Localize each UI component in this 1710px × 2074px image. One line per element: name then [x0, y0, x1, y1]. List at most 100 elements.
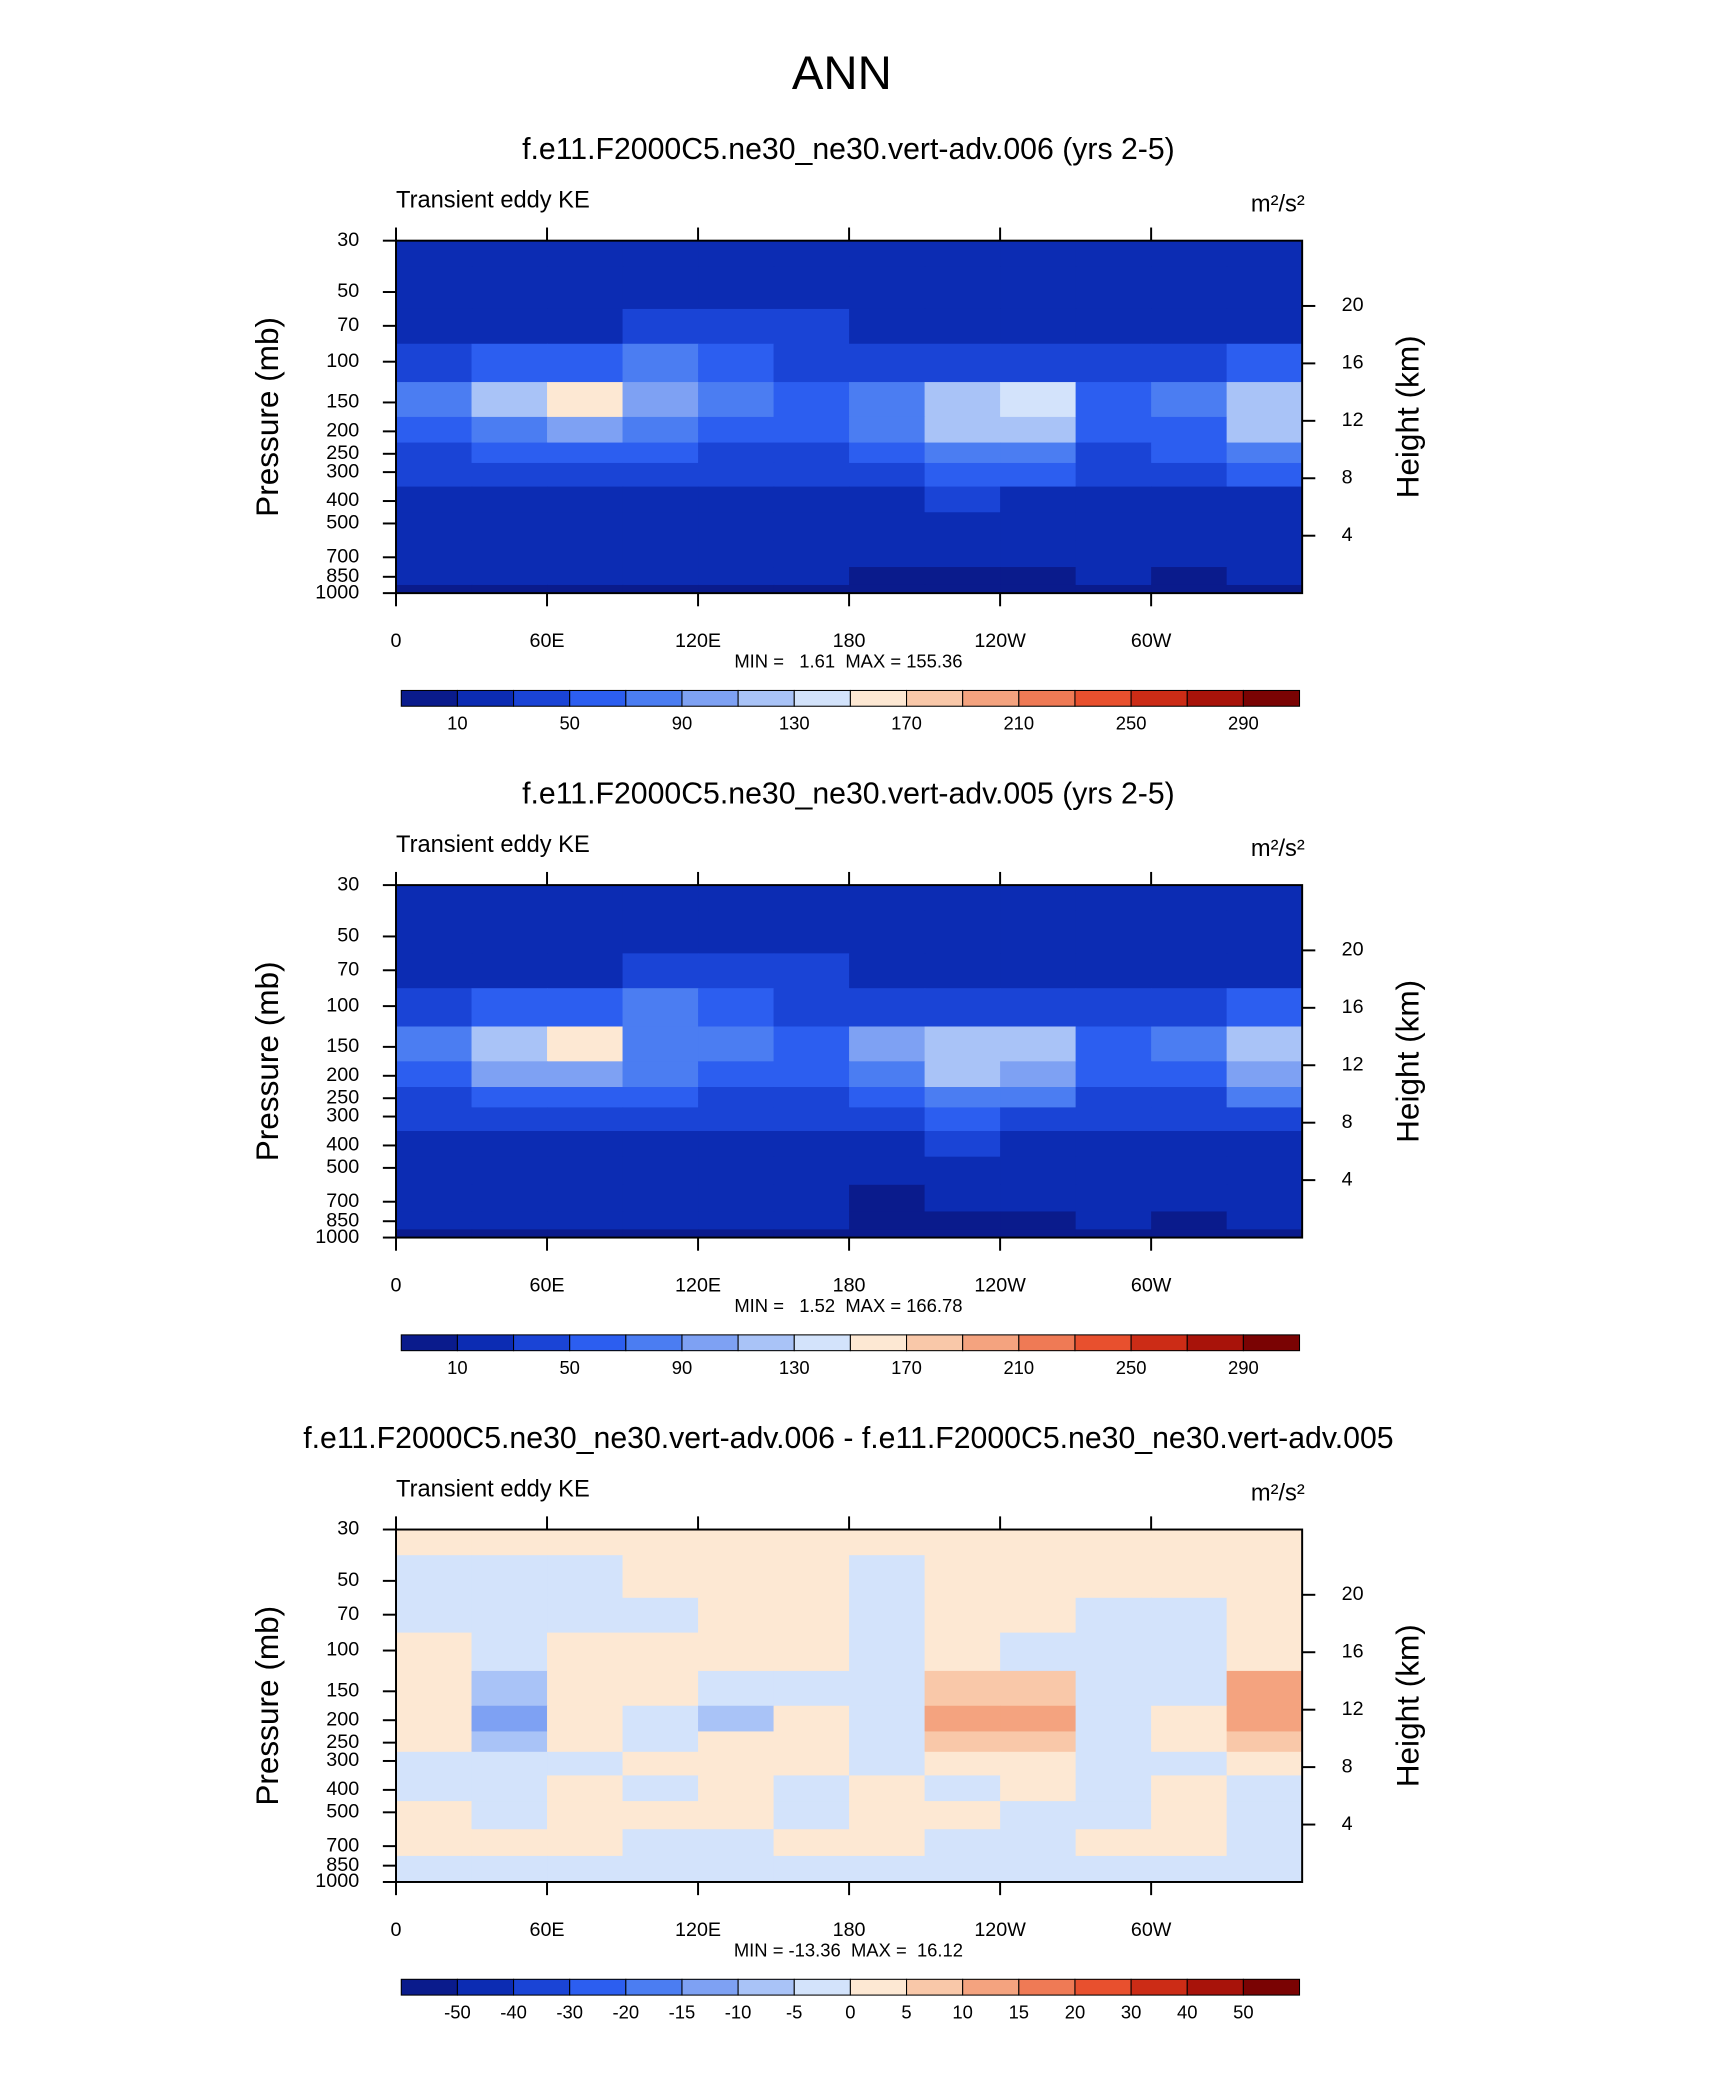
contour-cell: [471, 1184, 548, 1213]
contour-cell: [471, 953, 548, 989]
contour-cell: [1000, 512, 1077, 542]
contour-cell: [924, 1632, 1001, 1672]
contour-cell: [698, 382, 775, 418]
colorbar-box: [1242, 689, 1301, 707]
contour-cell: [924, 240, 1001, 268]
contour-cell: [698, 512, 775, 542]
contour-cell: [622, 567, 699, 586]
contour-cell: [471, 1731, 548, 1753]
contour-cell: [773, 1731, 850, 1753]
contour-cell: [698, 584, 775, 594]
contour-cell: [698, 1026, 775, 1062]
contour-cell: [471, 1087, 548, 1109]
contour-cell: [547, 343, 624, 383]
y-tick-label: 400: [326, 1778, 359, 1800]
contour-cell: [622, 1026, 699, 1062]
y-tick-label: 250: [326, 1086, 359, 1108]
contour-cell: [1226, 462, 1303, 488]
contour-cell: [1226, 1529, 1303, 1556]
contour-cell: [1151, 1801, 1228, 1830]
colorbar-box: [513, 1334, 571, 1352]
contour-cell: [547, 416, 624, 444]
contour-cell: [1226, 1801, 1303, 1830]
panel-subtitle: Transient eddy KE: [396, 1476, 590, 1502]
contour-cell: [849, 567, 926, 586]
colorbar-tick-label: 15: [1009, 2001, 1029, 2022]
x-tick-label: 0: [391, 1919, 402, 1941]
colorbar-box: [793, 1334, 851, 1352]
contour-cell: [773, 442, 850, 464]
colorbar-tick-label: 130: [779, 713, 810, 734]
contour-cell: [1000, 567, 1077, 586]
colorbar-box: [400, 689, 458, 707]
contour-cell: [849, 1087, 926, 1109]
contour-cell: [924, 486, 1001, 513]
colorbar-box: [1018, 1334, 1076, 1352]
panel-title: f.e11.F2000C5.ne30_ne30.vert-adv.005 (yr…: [522, 778, 1175, 811]
contour-cell: [1075, 953, 1152, 989]
contour-cell: [698, 910, 775, 955]
contour-cell: [1000, 1775, 1077, 1802]
contour-cell: [471, 1632, 548, 1672]
contour-cell: [1151, 266, 1228, 310]
contour-cell: [924, 988, 1001, 1028]
contour-cell: [1000, 1873, 1077, 1883]
contour-cell: [698, 1705, 775, 1733]
contour-cell: [1226, 584, 1303, 594]
colorbar-box: [456, 689, 515, 707]
contour-cell: [1226, 308, 1303, 345]
contour-cell: [1151, 1670, 1228, 1707]
contour-cell: [396, 988, 473, 1028]
contour-cell: [622, 1873, 699, 1883]
contour-cell: [849, 416, 926, 444]
colorbar-tick-label: 50: [559, 713, 579, 734]
y-tick-label: 100: [326, 350, 359, 372]
contour-cell: [773, 266, 850, 310]
y-tick-label: 70: [337, 958, 359, 980]
contour-cell: [773, 1211, 850, 1231]
contour-cell: [849, 512, 926, 542]
contour-cell: [1075, 1632, 1152, 1672]
contour-cell: [849, 1529, 926, 1556]
contour-cell: [547, 1873, 624, 1883]
contour-cell: [1151, 1131, 1228, 1158]
contour-cell: [773, 486, 850, 513]
contour-cell: [849, 584, 926, 594]
contour-cell: [547, 1555, 624, 1599]
y-tick-label: 700: [326, 1834, 359, 1856]
contour-cell: [849, 1731, 926, 1753]
contour-cell: [1075, 486, 1152, 513]
contour-cell: [622, 308, 699, 345]
contour-cell: [849, 1670, 926, 1707]
contour-cell: [849, 1211, 926, 1231]
contour-cell: [773, 567, 850, 586]
contour-cell: [1226, 512, 1303, 542]
colorbar-box: [1186, 1978, 1244, 1996]
y-tick-label: 300: [326, 1105, 359, 1127]
contour-cell: [1151, 416, 1228, 444]
contour-cell: [471, 1026, 548, 1062]
contour-cell: [1000, 1855, 1077, 1875]
contour-cell: [1000, 1529, 1077, 1556]
contour-cell: [1151, 442, 1228, 464]
y2-tick-label: 12: [1342, 409, 1364, 431]
contour-cell: [547, 1156, 624, 1186]
contour-cell: [698, 1751, 775, 1777]
contour-cell: [547, 486, 624, 513]
contour-cell: [698, 240, 775, 268]
contour-cell: [1075, 1705, 1152, 1733]
y-tick-label: 1000: [315, 1870, 359, 1892]
colorbar-tick-label: 290: [1228, 1357, 1259, 1378]
contour-cell: [396, 1801, 473, 1830]
contour-cell: [622, 910, 699, 955]
colorbar-tick-label: 250: [1116, 1357, 1147, 1378]
contour-cell: [547, 382, 624, 418]
contour-cell: [622, 1705, 699, 1733]
contour-cell: [547, 567, 624, 586]
contour-cell: [849, 462, 926, 488]
contour-cell: [773, 462, 850, 488]
contour-cell: [924, 910, 1001, 955]
contour-cell: [698, 1131, 775, 1158]
contour-cell: [1151, 1555, 1228, 1599]
y-tick-label: 70: [337, 1603, 359, 1625]
